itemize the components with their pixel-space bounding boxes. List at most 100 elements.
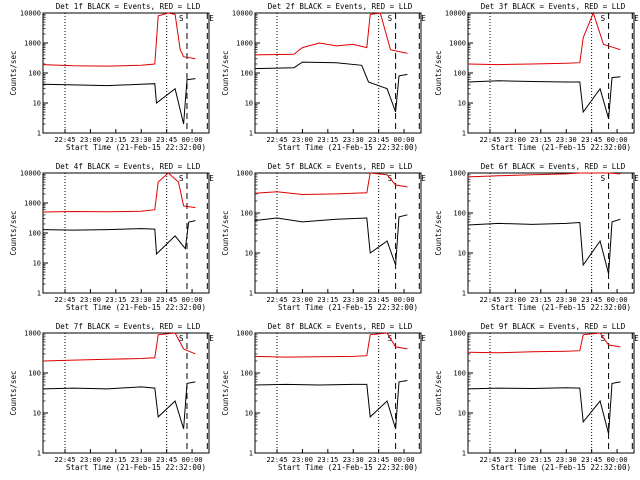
x-tick-label: 23:45 (581, 136, 602, 144)
x-tick-label: 23:15 (317, 456, 338, 464)
marker-label-e: E (209, 14, 214, 23)
x-tick-label: 00:00 (394, 456, 415, 464)
x-tick-label: 23:30 (343, 296, 364, 304)
y-tick-label: 10 (458, 250, 466, 258)
series-line-events (254, 380, 408, 430)
series-line-events (42, 381, 196, 430)
y-tick-label: 1 (37, 130, 41, 138)
x-tick-label: 22:45 (54, 456, 75, 464)
y-tick-label: 10000 (232, 10, 253, 18)
chart-panel-3: Det 3f BLACK = Events, RED = LLD 1 10 100 10… (434, 2, 639, 152)
x-tick-label: 23:00 (292, 456, 313, 464)
x-tick-label: 23:00 (80, 456, 101, 464)
x-tick-label: 22:45 (479, 296, 500, 304)
y-axis-label: Counts/sec (9, 370, 18, 415)
marker-label-e: E (209, 174, 214, 183)
marker-label-s: S (388, 14, 393, 23)
series-line-lld (467, 332, 621, 354)
x-tick-label: 23:45 (156, 456, 177, 464)
x-tick-label: 23:15 (105, 296, 126, 304)
x-tick-label: 00:00 (607, 456, 628, 464)
marker-label-e: E (634, 174, 639, 183)
x-tick-label: 22:45 (54, 296, 75, 304)
series-line-events (467, 76, 621, 119)
x-tick-label: 23:15 (317, 136, 338, 144)
x-tick-label: 22:45 (266, 456, 287, 464)
chart-title: Det 9f BLACK = Events, RED = LLD (481, 322, 626, 331)
series-line-events (467, 381, 621, 435)
y-tick-label: 10000 (445, 10, 466, 18)
x-tick-label: 23:15 (530, 456, 551, 464)
x-axis-label: Start Time (21-Feb-15 22:32:00) (66, 143, 206, 152)
y-tick-label: 10 (33, 410, 41, 418)
marker-label-e: E (634, 334, 639, 343)
x-tick-label: 23:15 (530, 136, 551, 144)
x-tick-label: 00:00 (607, 296, 628, 304)
y-tick-label: 10000 (20, 10, 41, 18)
marker-label-s: S (601, 334, 606, 343)
x-tick-label: 23:15 (317, 296, 338, 304)
y-tick-label: 1000 (236, 330, 253, 338)
y-axis-label: Counts/sec (434, 370, 443, 415)
x-tick-label: 23:00 (292, 296, 313, 304)
y-tick-label: 1 (462, 450, 466, 458)
chart-title: Det 4f BLACK = Events, RED = LLD (56, 162, 201, 171)
x-tick-label: 22:45 (54, 136, 75, 144)
x-tick-label: 00:00 (182, 456, 203, 464)
x-tick-label: 23:30 (343, 136, 364, 144)
y-tick-label: 10 (458, 100, 466, 108)
plot-frame (42, 172, 210, 294)
x-tick-label: 22:45 (479, 456, 500, 464)
y-tick-label: 1 (249, 450, 253, 458)
y-tick-label: 10 (458, 410, 466, 418)
y-tick-label: 100 (28, 370, 41, 378)
y-tick-label: 1000 (449, 170, 466, 178)
x-tick-label: 23:00 (292, 136, 313, 144)
y-tick-label: 1 (249, 130, 253, 138)
chart-panel-5: Det 5f BLACK = Events, RED = LLD 1 10 100 10… (221, 162, 426, 312)
x-tick-label: 23:00 (505, 296, 526, 304)
chart-panel-4: Det 4f BLACK = Events, RED = LLD 1 10 100 10… (9, 162, 214, 312)
x-tick-label: 00:00 (182, 136, 203, 144)
chart-title: Det 8f BLACK = Events, RED = LLD (268, 322, 413, 331)
marker-label-e: E (634, 14, 639, 23)
x-tick-label: 23:00 (505, 456, 526, 464)
x-tick-label: 23:30 (131, 296, 152, 304)
y-tick-label: 100 (453, 70, 466, 78)
series-line-lld (467, 11, 621, 66)
y-tick-label: 1 (249, 290, 253, 298)
x-tick-label: 23:00 (505, 136, 526, 144)
y-tick-label: 1000 (236, 170, 253, 178)
x-tick-label: 23:45 (156, 136, 177, 144)
y-tick-label: 1 (37, 450, 41, 458)
y-tick-label: 1 (462, 290, 466, 298)
series-line-lld (42, 332, 196, 362)
chart-title: Det 5f BLACK = Events, RED = LLD (268, 162, 413, 171)
x-tick-label: 00:00 (394, 296, 415, 304)
chart-title: Det 3f BLACK = Events, RED = LLD (481, 2, 626, 11)
plot-frame (42, 332, 210, 454)
marker-label-s: S (601, 174, 606, 183)
x-axis-label: Start Time (21-Feb-15 22:32:00) (491, 463, 631, 472)
x-tick-label: 23:30 (556, 456, 577, 464)
x-tick-label: 23:45 (156, 296, 177, 304)
y-tick-label: 1000 (449, 330, 466, 338)
x-tick-label: 23:00 (80, 136, 101, 144)
chart-panel-8: Det 8f BLACK = Events, RED = LLD 1 10 100 10… (221, 322, 426, 472)
y-tick-label: 1 (37, 290, 41, 298)
marker-label-e: E (421, 174, 426, 183)
chart-panel-9: Det 9f BLACK = Events, RED = LLD 1 10 100 10… (434, 322, 639, 472)
plot-frame (467, 172, 635, 294)
x-tick-label: 23:45 (368, 456, 389, 464)
x-tick-label: 00:00 (607, 136, 628, 144)
plot-frame (254, 12, 422, 134)
y-tick-label: 100 (453, 210, 466, 218)
series-line-events (42, 78, 196, 125)
y-tick-label: 10 (33, 260, 41, 268)
chart-title: Det 1f BLACK = Events, RED = LLD (56, 2, 201, 11)
marker-label-s: S (601, 14, 606, 23)
x-tick-label: 23:00 (80, 296, 101, 304)
x-axis-label: Start Time (21-Feb-15 22:32:00) (491, 303, 631, 312)
x-tick-label: 23:45 (581, 456, 602, 464)
